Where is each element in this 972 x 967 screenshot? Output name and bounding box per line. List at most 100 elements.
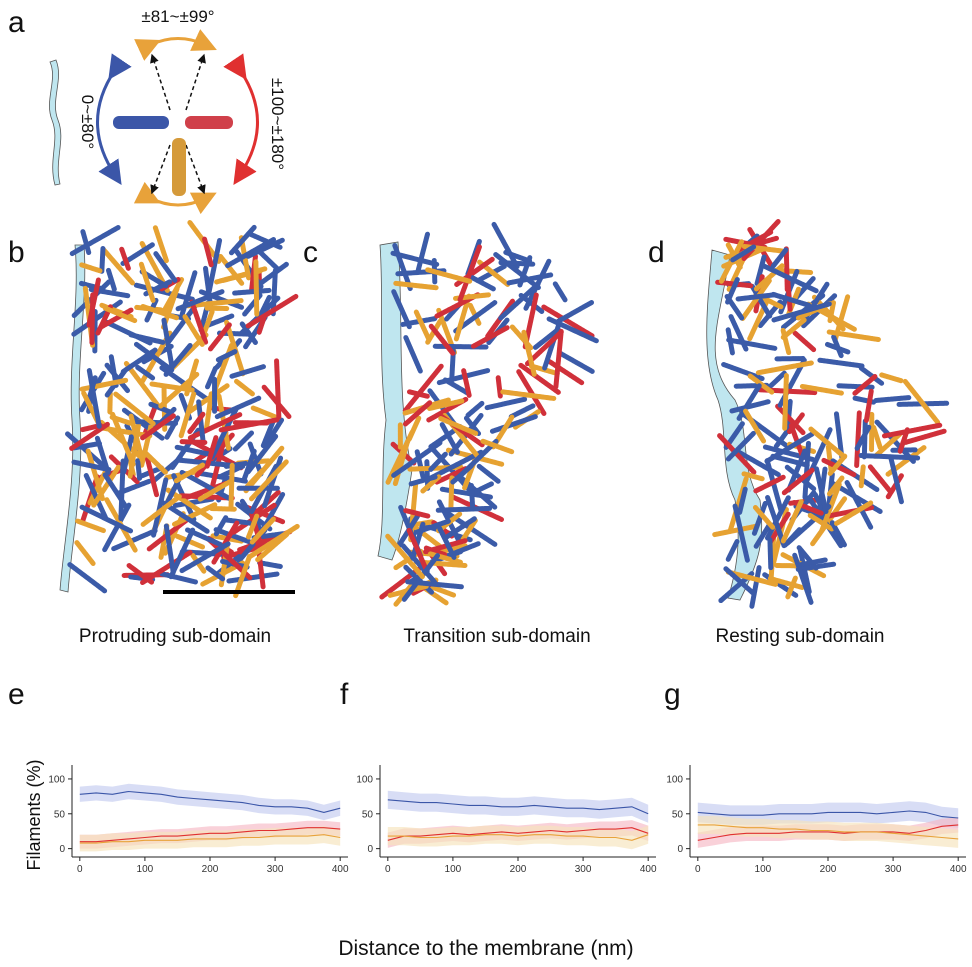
- filament: [737, 486, 748, 515]
- x-tick-label: 0: [695, 864, 701, 875]
- filament: [435, 505, 493, 513]
- filament: [821, 457, 857, 478]
- filament: [498, 281, 541, 321]
- filament: [204, 435, 219, 469]
- filament: [263, 417, 285, 447]
- filament: [557, 350, 595, 374]
- filament: [491, 221, 520, 270]
- filament: [792, 330, 817, 353]
- orientation-schematic: [49, 29, 259, 215]
- filament: [872, 431, 903, 459]
- filament: [69, 225, 121, 257]
- filament: [833, 411, 845, 461]
- filament: [163, 342, 193, 377]
- filament: [153, 251, 178, 283]
- filament: [753, 263, 785, 292]
- filament-field: [65, 219, 950, 609]
- filament: [508, 403, 536, 420]
- filament: [844, 480, 874, 530]
- filament: [807, 512, 835, 532]
- panel-label: d: [648, 236, 665, 269]
- filament: [203, 313, 235, 329]
- filament: [765, 494, 787, 549]
- filament: [413, 309, 432, 342]
- filament: [470, 325, 510, 349]
- filament: [834, 500, 874, 526]
- filament: [457, 438, 499, 479]
- filament: [174, 444, 212, 457]
- filament: [858, 464, 866, 489]
- filament: [902, 428, 947, 445]
- filament: [203, 391, 214, 432]
- filament: [811, 294, 846, 332]
- filament: [163, 477, 182, 509]
- filament: [196, 399, 206, 445]
- filament: [179, 270, 198, 317]
- x-tick-label: 400: [950, 864, 967, 875]
- y-axis-label: Filaments (%): [24, 759, 44, 870]
- membrane: [59, 244, 86, 593]
- series-line: [79, 834, 341, 844]
- filament: [67, 562, 108, 594]
- filament: [425, 267, 473, 284]
- filament: [228, 462, 235, 512]
- filament: [185, 298, 244, 309]
- filament: [123, 360, 163, 411]
- series-line: [79, 790, 341, 813]
- filament: [444, 516, 477, 540]
- filament: [111, 528, 158, 552]
- filament: [127, 418, 142, 479]
- filament: [781, 467, 815, 496]
- filament: [406, 527, 429, 571]
- filament: [449, 348, 456, 383]
- filament: [244, 468, 265, 490]
- filament: [213, 515, 229, 537]
- filament: [858, 453, 921, 461]
- x-tick-label: 200: [202, 864, 219, 875]
- filament: [128, 413, 145, 463]
- series-line: [387, 834, 649, 841]
- filament: [428, 323, 456, 356]
- filament: [725, 277, 740, 305]
- filament: [476, 463, 501, 484]
- filament: [165, 487, 213, 521]
- filament: [881, 422, 943, 439]
- filament: [429, 449, 484, 481]
- x-tick-label: 100: [137, 864, 154, 875]
- filament: [754, 254, 767, 287]
- y-tick-label: 50: [54, 809, 66, 820]
- filament: [80, 229, 92, 256]
- filament: [723, 566, 757, 597]
- x-tick-label: 300: [885, 864, 902, 875]
- x-tick-label: 300: [267, 864, 284, 875]
- filament: [168, 527, 196, 580]
- filament: [785, 575, 798, 600]
- filament: [163, 523, 176, 575]
- filament: [179, 541, 231, 574]
- filament: [110, 411, 136, 467]
- filament: [780, 317, 807, 340]
- filament: [516, 369, 547, 417]
- filament: [827, 453, 848, 476]
- filament: [542, 323, 561, 371]
- filament: [75, 518, 106, 534]
- filament: [224, 517, 257, 527]
- filament: [103, 319, 153, 346]
- filament: [749, 283, 773, 319]
- filament: [553, 328, 564, 390]
- filament: [773, 267, 814, 275]
- filament: [810, 496, 848, 547]
- filament: [254, 533, 266, 590]
- filament: [795, 561, 837, 572]
- filament: [764, 458, 784, 513]
- filament: [871, 424, 883, 451]
- filament: [495, 375, 503, 399]
- filament: [102, 305, 138, 324]
- filament: [226, 571, 280, 584]
- filament: [555, 300, 595, 324]
- filament: [140, 413, 176, 441]
- filament: [438, 416, 479, 436]
- filament: [767, 576, 805, 590]
- filament: [393, 280, 439, 291]
